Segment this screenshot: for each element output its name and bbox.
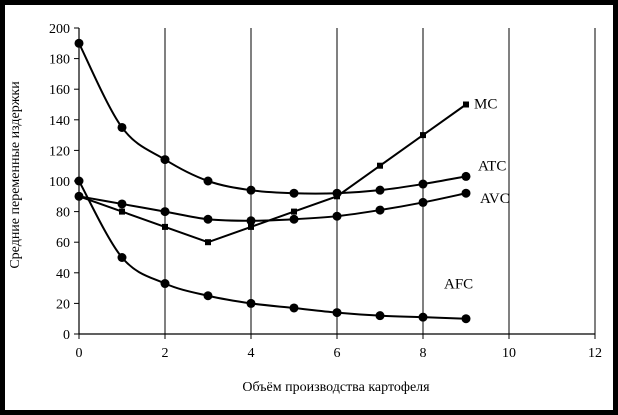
series-label-avc: AVC xyxy=(480,191,510,207)
series-line-afc xyxy=(78,180,467,320)
series-line-mc xyxy=(78,103,467,244)
point-atc-7 xyxy=(375,185,385,195)
point-afc-6 xyxy=(332,308,342,318)
x-tick-label-12: 12 xyxy=(588,346,602,361)
chart-svg: 0 20 40 60 80 100 120 140 160 180 200 0 2 4 6 8 10 12 MC A… xyxy=(8,22,602,395)
series-label-mc: MC xyxy=(474,97,497,113)
point-afc-5 xyxy=(289,303,299,313)
point-atc-1 xyxy=(117,122,127,132)
point-avc-3 xyxy=(203,214,213,224)
point-avc-1 xyxy=(117,199,127,209)
point-mc-3 xyxy=(205,239,211,246)
point-atc-9 xyxy=(461,171,471,181)
point-afc-3 xyxy=(203,291,213,301)
chart-frame: 0 20 40 60 80 100 120 140 160 180 200 0 2 4 6 8 10 12 MC A… xyxy=(5,5,613,410)
point-mc-4 xyxy=(248,223,254,230)
point-mc-8 xyxy=(420,132,426,139)
point-atc-5 xyxy=(289,188,299,198)
point-afc-1 xyxy=(117,253,127,262)
point-afc-8 xyxy=(418,312,428,322)
point-afc-9 xyxy=(461,314,471,324)
point-avc-0 xyxy=(74,191,84,201)
y-tick-label-40: 40 xyxy=(56,267,70,282)
point-avc-7 xyxy=(375,205,385,215)
point-atc-4 xyxy=(246,185,256,195)
point-avc-6 xyxy=(332,211,342,221)
point-afc-7 xyxy=(375,311,385,321)
point-avc-4 xyxy=(246,216,256,226)
point-mc-5 xyxy=(291,208,297,215)
series-layer xyxy=(74,38,471,324)
point-atc-2 xyxy=(160,155,170,165)
point-atc-6 xyxy=(332,188,342,198)
x-tick-label-2: 2 xyxy=(162,346,169,361)
tick-labels: 0 20 40 60 80 100 120 140 160 180 200 0 2 4 6 8 10 12 xyxy=(49,22,602,361)
y-tick-label-160: 160 xyxy=(49,83,70,98)
point-avc-2 xyxy=(160,207,170,217)
y-tick-label-20: 20 xyxy=(56,297,70,312)
x-tick-label-4: 4 xyxy=(248,346,255,361)
point-avc-5 xyxy=(289,214,299,224)
series-label-afc: AFC xyxy=(444,277,473,293)
point-mc-1 xyxy=(119,208,125,215)
x-tick-label-0: 0 xyxy=(76,346,83,361)
y-axis-label: Средние переменные издержки xyxy=(8,81,23,269)
series-line-avc xyxy=(78,192,467,222)
y-tick-label-200: 200 xyxy=(49,22,70,37)
point-afc-0 xyxy=(74,176,84,186)
point-atc-3 xyxy=(203,176,213,186)
point-avc-9 xyxy=(461,188,471,198)
point-atc-0 xyxy=(74,38,84,48)
series-label-atc: ATC xyxy=(478,158,506,174)
y-tick-label-80: 80 xyxy=(56,206,70,221)
axes xyxy=(74,27,596,339)
y-tick-label-180: 180 xyxy=(49,53,70,68)
point-avc-8 xyxy=(418,197,428,207)
y-tick-label-120: 120 xyxy=(49,144,70,159)
point-afc-4 xyxy=(246,298,256,308)
point-mc-2 xyxy=(162,223,168,230)
point-afc-2 xyxy=(160,279,170,289)
y-tick-label-0: 0 xyxy=(63,328,70,343)
point-mc-9 xyxy=(463,101,469,108)
grid xyxy=(164,28,596,334)
y-tick-label-60: 60 xyxy=(56,236,70,251)
x-tick-label-10: 10 xyxy=(502,346,516,361)
series-labels: MC ATC AVC AFC xyxy=(444,97,510,293)
point-atc-8 xyxy=(418,179,428,189)
y-tick-label-100: 100 xyxy=(49,175,70,190)
series-line-atc xyxy=(78,42,467,195)
y-tick-label-140: 140 xyxy=(49,114,70,129)
x-tick-label-8: 8 xyxy=(420,346,427,361)
x-axis-label: Объём производства картофеля xyxy=(242,380,430,395)
point-mc-7 xyxy=(377,162,383,169)
x-tick-label-6: 6 xyxy=(334,346,341,361)
